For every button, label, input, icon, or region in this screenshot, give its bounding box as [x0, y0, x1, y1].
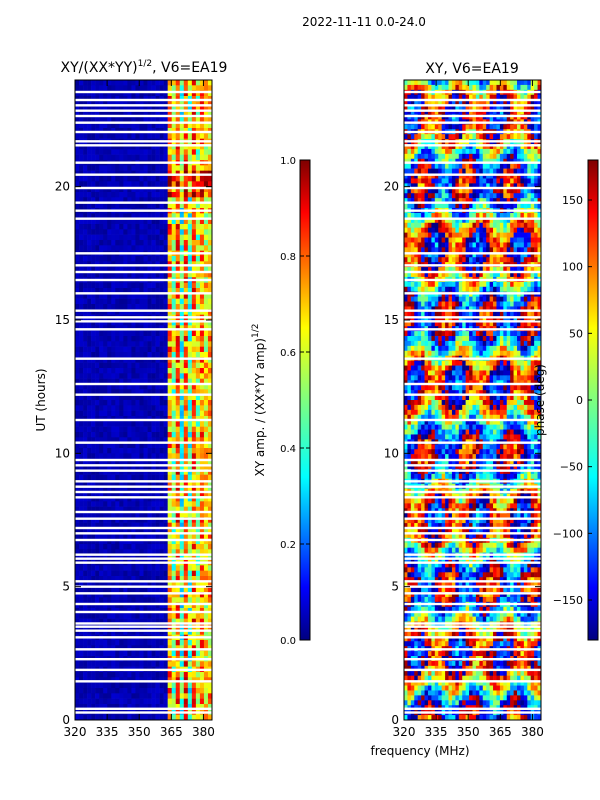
y-tick-label: 5 — [391, 580, 399, 594]
x-tick-label: 320 — [64, 725, 87, 739]
x-tick-label: 380 — [192, 725, 215, 739]
colorbar-tick-label: 0.8 — [280, 252, 296, 263]
x-tick-label: 365 — [489, 725, 512, 739]
colorbar-tick-label: 0.6 — [280, 348, 296, 359]
phase-panel-title: XY, V6=EA19 — [425, 61, 519, 77]
amplitude-panel-title: XY/(XX*YY)1/2, V6=EA19 — [61, 59, 228, 76]
amplitude-x-axis: 320 335 350 365 380 — [64, 80, 215, 739]
y-tick-label: 0 — [391, 713, 399, 727]
phase-axes-frame — [403, 79, 542, 721]
phase-y-axis: 0 5 10 15 20 — [384, 180, 541, 727]
colorbar-tick-label: −150 — [553, 594, 583, 607]
colorbar-tick-label: −100 — [553, 527, 583, 540]
figure-suptitle: 2022-11-11 0.0-24.0 — [302, 15, 426, 29]
colorbar-tick-label: 0.0 — [280, 636, 296, 647]
x-tick-label: 365 — [160, 725, 183, 739]
colorbar-tick-label: 0.2 — [280, 540, 296, 551]
y-tick-label: 10 — [55, 446, 70, 460]
x-tick-label: 380 — [521, 725, 544, 739]
y-tick-label: 15 — [384, 313, 399, 327]
colorbar-tick-label: −50 — [560, 461, 583, 474]
figure-x-label: frequency (MHz) — [370, 744, 469, 758]
amplitude-colorbar-ticks: 0.0 0.2 0.4 0.6 0.8 1.0 — [280, 156, 310, 647]
amplitude-colorbar-label: XY amp. / (XX*YY amp)1/2 — [251, 324, 267, 477]
x-tick-label: 335 — [96, 725, 119, 739]
colorbar-tick-label: 0.4 — [280, 444, 296, 455]
y-tick-label: 15 — [55, 313, 70, 327]
phase-colorbar-ticks: 150 100 50 0 −50 −100 −150 — [553, 194, 592, 607]
amplitude-y-label: UT (hours) — [34, 368, 48, 431]
colorbar-tick-label: 1.0 — [280, 156, 296, 167]
amplitude-heatmap — [75, 80, 212, 720]
phase-heatmap — [404, 80, 541, 720]
y-tick-label: 20 — [55, 180, 70, 194]
y-tick-label: 5 — [62, 580, 70, 594]
phase-colorbar-label: phase (deg) — [533, 364, 547, 436]
phase-x-axis: 320 335 350 365 380 — [393, 80, 544, 739]
x-tick-label: 350 — [457, 725, 480, 739]
phase-colorbar: 150 100 50 0 −50 −100 −150 phase (deg) — [533, 159, 599, 641]
amplitude-axes-frame — [74, 79, 213, 721]
y-tick-label: 10 — [384, 446, 399, 460]
x-tick-label: 320 — [393, 725, 416, 739]
y-tick-label: 0 — [62, 713, 70, 727]
amplitude-colorbar: 0.0 0.2 0.4 0.6 0.8 1.0 XY amp. / (XX*YY amp)… — [251, 156, 311, 647]
colorbar-tick-label: 50 — [569, 327, 583, 340]
amplitude-panel: XY/(XX*YY)1/2, V6=EA19 320 335 350 365 380 0… — [34, 59, 227, 739]
x-tick-label: 350 — [128, 725, 151, 739]
amplitude-y-axis: 0 5 10 15 20 — [55, 180, 212, 727]
phase-panel: XY, V6=EA19 320 335 350 365 380 0 5 10 15 20 — [384, 61, 544, 739]
y-tick-label: 20 — [384, 180, 399, 194]
x-tick-label: 335 — [425, 725, 448, 739]
colorbar-tick-label: 100 — [562, 261, 583, 274]
amplitude-colorbar-bar — [299, 159, 311, 641]
colorbar-tick-label: 150 — [562, 194, 583, 207]
colorbar-tick-label: 0 — [576, 394, 583, 407]
